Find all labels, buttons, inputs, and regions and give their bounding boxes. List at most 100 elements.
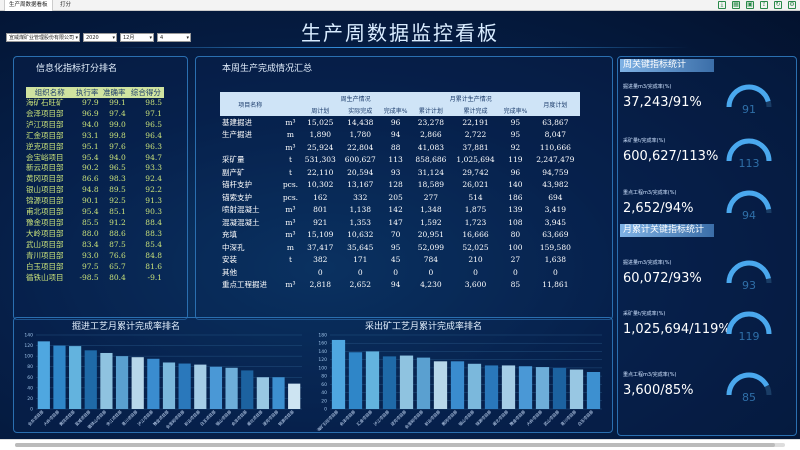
y-tick-label: 40 — [27, 385, 33, 391]
bar[interactable] — [131, 357, 144, 409]
bar[interactable] — [467, 363, 482, 409]
bar[interactable] — [288, 383, 301, 409]
settings-icon[interactable]: ⚙ — [788, 1, 796, 9]
kpi-value: 600,627/113% — [623, 149, 719, 164]
bar[interactable] — [518, 366, 533, 409]
table-cell: 80.4 — [109, 272, 126, 282]
week-select[interactable]: 4 ▾ — [157, 33, 191, 42]
table-cell: 43,982 — [542, 180, 569, 190]
tab-dashboard[interactable]: 生产周数据看板 — [4, 0, 53, 11]
bar[interactable] — [100, 352, 113, 409]
bar[interactable] — [399, 355, 414, 409]
table-cell: 128 — [388, 180, 403, 190]
bar[interactable] — [241, 370, 254, 409]
bar[interactable] — [501, 365, 516, 409]
table-row: 循铁山项目 -98.5 80.4 -9.1 — [26, 273, 164, 284]
scrollbar-thumb[interactable] — [15, 443, 775, 447]
bar[interactable] — [365, 351, 380, 409]
table-cell: 92.5 — [109, 196, 126, 206]
y-tick-label: 60 — [321, 382, 327, 388]
table-cell: 600,627 — [344, 155, 376, 165]
table-cell: 63,669 — [542, 230, 569, 240]
bar[interactable] — [433, 361, 448, 409]
export-icon[interactable]: ⤓ — [718, 1, 726, 9]
share-icon[interactable]: ⇪ — [760, 1, 768, 9]
bar[interactable] — [225, 367, 238, 409]
tab-scoring[interactable]: 打分 — [60, 2, 72, 8]
year-select[interactable]: 2020 ▾ — [83, 33, 117, 42]
grid-icon[interactable]: ▦ — [732, 1, 740, 9]
table-cell: 63,867 — [542, 117, 569, 127]
table-cell: 96.3 — [145, 141, 162, 151]
bar[interactable] — [194, 364, 207, 409]
bar[interactable] — [272, 377, 285, 409]
bar[interactable] — [256, 377, 269, 409]
bar[interactable] — [84, 350, 97, 409]
bar[interactable] — [569, 369, 584, 409]
table-cell: 基建掘进 — [222, 117, 252, 127]
table-row: 银山项目部 94.8 89.5 92.2 — [26, 185, 164, 196]
layout-icon[interactable]: ▣ — [746, 1, 754, 9]
reload-icon[interactable]: ↻ — [774, 1, 782, 9]
table-cell: 1,875 — [464, 205, 487, 215]
col-unit — [280, 92, 301, 116]
month-select[interactable]: 12月 ▾ — [120, 33, 154, 42]
bar[interactable] — [178, 363, 191, 409]
score-col-header: 综合得分 — [127, 87, 164, 98]
bar[interactable] — [53, 345, 66, 409]
bar[interactable] — [552, 367, 567, 409]
table-row: 锦源项目部 90.1 92.5 91.3 — [26, 196, 164, 207]
table-cell: 140 — [508, 180, 523, 190]
table-cell: 0 — [513, 267, 518, 277]
bar[interactable] — [209, 366, 223, 409]
x-tick-label: 锦源项目部 — [276, 408, 294, 426]
table-cell: 94.0 — [109, 152, 126, 162]
table-cell: 88.6 — [109, 228, 126, 238]
table-row: 副产矿 t 22,110 20,594 93 31,124 29,742 96 94,759 — [220, 166, 580, 179]
table-cell: 45 — [390, 255, 401, 265]
table-cell: 97.1 — [145, 108, 162, 118]
table-cell: 98.3 — [109, 174, 126, 184]
bar[interactable] — [586, 372, 601, 409]
bar[interactable] — [37, 341, 50, 409]
chevron-down-icon: ▾ — [186, 35, 189, 41]
bar[interactable] — [147, 358, 160, 409]
bar[interactable] — [416, 357, 431, 409]
table-cell: 108 — [508, 217, 523, 227]
bar[interactable] — [382, 356, 397, 409]
table-cell: 10,302 — [307, 180, 334, 190]
bar[interactable] — [331, 339, 346, 409]
bar[interactable] — [450, 361, 465, 409]
bar[interactable] — [69, 346, 82, 409]
col-cum-plan: 累计计划 — [410, 104, 451, 116]
bar[interactable] — [484, 365, 499, 409]
table-cell: 84.8 — [145, 250, 162, 260]
table-cell: m³ — [285, 205, 296, 215]
gauge: 94 — [726, 190, 772, 221]
bar[interactable] — [162, 362, 176, 409]
table-cell: 循铁山项目 — [26, 272, 64, 282]
x-tick-label: 武山项目部 — [542, 408, 560, 426]
bar[interactable] — [115, 356, 129, 409]
kpi-panel — [617, 56, 797, 436]
title-underline — [110, 47, 690, 48]
table-cell: 武山项目部 — [26, 239, 64, 249]
table-row: 黄冈项目部 86.6 98.3 92.4 — [26, 174, 164, 185]
company-select[interactable]: 宣威煤矿业管理股份有限公司 ▾ — [6, 33, 80, 42]
table-cell: 147 — [388, 217, 403, 227]
horizontal-scrollbar[interactable] — [15, 443, 785, 447]
table-cell: 13,167 — [347, 180, 374, 190]
y-tick-label: 160 — [318, 341, 327, 347]
gauge: 113 — [726, 138, 772, 169]
chevron-down-icon: ▾ — [112, 35, 115, 41]
table-cell: 海矿石旺矿 — [26, 98, 64, 107]
x-tick-label: 泸江项目部 — [136, 408, 154, 426]
bar[interactable] — [348, 352, 363, 409]
table-row: 新云项目部 90.2 96.5 93.3 — [26, 163, 164, 174]
bar[interactable] — [535, 367, 550, 409]
table-cell: 4,230 — [420, 280, 442, 290]
table-cell: 98.5 — [145, 98, 162, 107]
table-cell: m³ — [285, 142, 296, 152]
week-select-value: 4 — [160, 35, 164, 41]
chevron-down-icon: ▾ — [149, 35, 152, 41]
